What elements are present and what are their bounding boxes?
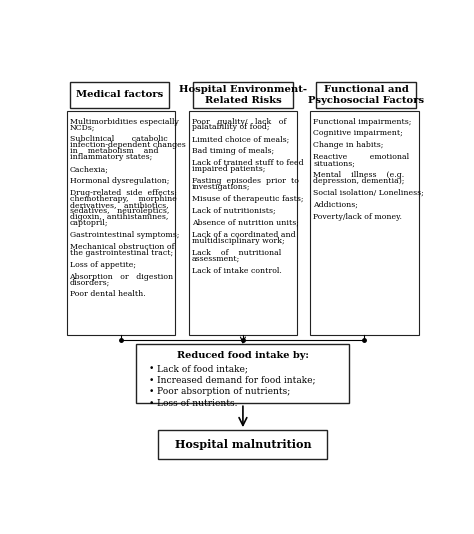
Text: situations;: situations; bbox=[313, 159, 355, 167]
Text: Poor   quality/   lack   of: Poor quality/ lack of bbox=[191, 117, 286, 125]
Text: Reduced food intake by:: Reduced food intake by: bbox=[177, 351, 309, 360]
Text: Misuse of therapeutic fasts;: Misuse of therapeutic fasts; bbox=[191, 195, 303, 203]
Text: assessment;: assessment; bbox=[191, 255, 240, 263]
Text: captopril;: captopril; bbox=[70, 219, 108, 227]
Text: Lack of trained stuff to feed: Lack of trained stuff to feed bbox=[191, 159, 303, 167]
Text: Reactive         emotional: Reactive emotional bbox=[313, 153, 409, 161]
Text: Subclinical       catabolic: Subclinical catabolic bbox=[70, 136, 167, 144]
Text: Multimorbidities especially: Multimorbidities especially bbox=[70, 117, 178, 125]
Text: Bad timing of meals;: Bad timing of meals; bbox=[191, 147, 274, 155]
Text: Functional impairments;: Functional impairments; bbox=[313, 117, 411, 125]
Text: Lack of a coordinated and: Lack of a coordinated and bbox=[191, 231, 295, 239]
Text: Change in habits;: Change in habits; bbox=[313, 142, 383, 150]
Text: derivatives,   antibiotics,: derivatives, antibiotics, bbox=[70, 201, 168, 209]
Text: sedatives,   neuroleptics,: sedatives, neuroleptics, bbox=[70, 207, 169, 215]
Bar bbox=[137, 344, 349, 403]
Text: Addictions;: Addictions; bbox=[313, 201, 358, 209]
Text: NCDs;: NCDs; bbox=[70, 123, 95, 131]
Text: Mechanical obstruction of: Mechanical obstruction of bbox=[70, 243, 174, 251]
Text: Lack of nutritionists;: Lack of nutritionists; bbox=[191, 207, 275, 215]
Bar bbox=[316, 82, 416, 108]
Text: Cachexia;: Cachexia; bbox=[70, 165, 109, 173]
Bar bbox=[70, 82, 170, 108]
Text: digoxin,  antihistamines,: digoxin, antihistamines, bbox=[70, 213, 168, 221]
Text: •: • bbox=[148, 387, 154, 396]
Text: infection-dependent changes: infection-dependent changes bbox=[70, 142, 185, 150]
Text: Absence of nutrition units;: Absence of nutrition units; bbox=[191, 219, 299, 227]
Text: Poor absorption of nutrients;: Poor absorption of nutrients; bbox=[156, 387, 290, 396]
Text: Drug-related  side  effects:: Drug-related side effects: bbox=[70, 189, 176, 197]
Text: Increased demand for food intake;: Increased demand for food intake; bbox=[156, 376, 315, 385]
Bar bbox=[158, 430, 328, 459]
Bar bbox=[189, 112, 297, 335]
Text: Hospital Environment-
Related Risks: Hospital Environment- Related Risks bbox=[179, 85, 307, 105]
Text: chemotherapy,    morphine: chemotherapy, morphine bbox=[70, 195, 176, 203]
Text: disorders;: disorders; bbox=[70, 279, 110, 287]
Text: Gastrointestinal symptoms;: Gastrointestinal symptoms; bbox=[70, 231, 179, 239]
Text: Limited choice of meals;: Limited choice of meals; bbox=[191, 136, 289, 144]
Text: Medical factors: Medical factors bbox=[76, 90, 164, 99]
Text: Loss of nutrients.: Loss of nutrients. bbox=[156, 399, 237, 408]
Text: depression, dementia);: depression, dementia); bbox=[313, 177, 404, 185]
Text: Fasting  episodes  prior  to: Fasting episodes prior to bbox=[191, 177, 299, 185]
Text: Social isolation/ Loneliness;: Social isolation/ Loneliness; bbox=[313, 189, 424, 197]
Text: Poverty/lack of money.: Poverty/lack of money. bbox=[313, 213, 402, 221]
Text: investigations;: investigations; bbox=[191, 183, 250, 191]
Bar bbox=[66, 112, 175, 335]
Text: Lack of food intake;: Lack of food intake; bbox=[156, 364, 247, 373]
Text: Functional and
Psychosocial Factors: Functional and Psychosocial Factors bbox=[308, 85, 424, 105]
Text: Poor dental health.: Poor dental health. bbox=[70, 290, 146, 299]
Text: Loss of appetite;: Loss of appetite; bbox=[70, 261, 136, 269]
Text: Lack    of    nutritional: Lack of nutritional bbox=[191, 249, 281, 257]
Text: Hospital malnutrition: Hospital malnutrition bbox=[174, 439, 311, 450]
Text: Hormonal dysregulation;: Hormonal dysregulation; bbox=[70, 177, 169, 185]
Text: •: • bbox=[148, 364, 154, 373]
Text: impaired patients;: impaired patients; bbox=[191, 165, 265, 173]
Text: multidisciplinary work;: multidisciplinary work; bbox=[191, 237, 284, 245]
Bar bbox=[310, 112, 419, 335]
Bar bbox=[193, 82, 292, 108]
Text: inflammatory states;: inflammatory states; bbox=[70, 153, 152, 161]
Text: Mental    illness    (e.g.: Mental illness (e.g. bbox=[313, 171, 404, 179]
Text: •: • bbox=[148, 376, 154, 385]
Text: palatability of food;: palatability of food; bbox=[191, 123, 269, 131]
Text: •: • bbox=[148, 399, 154, 408]
Text: in    metabolism    and: in metabolism and bbox=[70, 147, 158, 155]
Text: Lack of intake control.: Lack of intake control. bbox=[191, 266, 282, 274]
Text: Absorption   or   digestion: Absorption or digestion bbox=[70, 272, 173, 280]
Text: the gastrointestinal tract;: the gastrointestinal tract; bbox=[70, 249, 173, 257]
Text: Cognitive impairment;: Cognitive impairment; bbox=[313, 129, 403, 137]
